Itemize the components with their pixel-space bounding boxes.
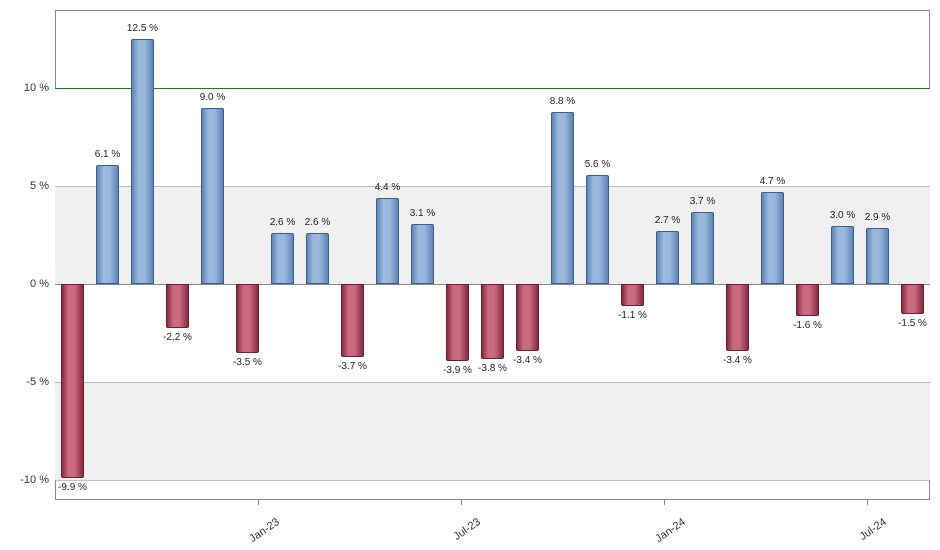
bar — [586, 175, 609, 285]
bar — [691, 212, 714, 285]
bar-value-label: 3.7 % — [690, 196, 716, 207]
y-axis-label: 5 % — [30, 180, 49, 192]
bar-value-label: -3.4 % — [723, 355, 752, 366]
bar — [831, 226, 854, 285]
reference-line — [55, 88, 930, 89]
bar — [131, 39, 154, 284]
bar-value-label: 5.6 % — [585, 159, 611, 170]
x-tick — [867, 500, 868, 505]
grid-band — [55, 382, 930, 480]
x-tick — [664, 500, 665, 505]
bar — [376, 198, 399, 284]
bar — [166, 284, 189, 327]
bar — [411, 224, 434, 285]
bar-value-label: -3.9 % — [443, 365, 472, 376]
bar-value-label: -2.2 % — [163, 332, 192, 343]
grid-band — [55, 88, 930, 186]
bar — [61, 284, 84, 478]
grid-band — [55, 186, 930, 284]
bar-value-label: -3.4 % — [513, 355, 542, 366]
x-axis-label: Jul-23 — [451, 516, 482, 543]
bar — [271, 233, 294, 284]
bar — [341, 284, 364, 357]
bar-value-label: 2.6 % — [270, 217, 296, 228]
bar-value-label: 2.9 % — [865, 212, 891, 223]
bar — [796, 284, 819, 315]
bar — [551, 112, 574, 284]
x-axis-label: Jul-24 — [857, 516, 888, 543]
bar — [306, 233, 329, 284]
bar-value-label: 3.1 % — [410, 208, 436, 219]
bar-value-label: -3.8 % — [478, 363, 507, 374]
bar — [901, 284, 924, 313]
y-axis-label: -10 % — [20, 474, 49, 486]
bar — [516, 284, 539, 351]
bar — [656, 231, 679, 284]
bar-value-label: -3.7 % — [338, 361, 367, 372]
bar — [201, 108, 224, 284]
bar-value-label: 2.7 % — [655, 215, 681, 226]
x-tick — [258, 500, 259, 505]
bar — [96, 165, 119, 285]
bar-value-label: 4.4 % — [375, 182, 401, 193]
x-axis-label: Jan-24 — [653, 516, 687, 545]
y-axis-label: 10 % — [24, 82, 49, 94]
bar-value-label: 9.0 % — [200, 92, 226, 103]
bar — [866, 228, 889, 285]
bar-value-label: -1.5 % — [898, 318, 927, 329]
bar-value-label: 4.7 % — [760, 176, 786, 187]
bar-value-label: 8.8 % — [550, 96, 576, 107]
bar — [621, 284, 644, 306]
bar — [481, 284, 504, 358]
bar-value-label: 2.6 % — [305, 217, 331, 228]
gridline — [55, 480, 930, 481]
bar-value-label: -1.1 % — [618, 310, 647, 321]
y-axis-label: -5 % — [26, 376, 49, 388]
bar — [726, 284, 749, 351]
gridline — [55, 186, 930, 187]
y-axis-label: 0 % — [30, 278, 49, 290]
bar-value-label: -1.6 % — [793, 320, 822, 331]
bar-value-label: 12.5 % — [127, 23, 158, 34]
x-axis-label: Jan-23 — [247, 516, 281, 545]
bar — [236, 284, 259, 353]
bar-value-label: 6.1 % — [95, 149, 121, 160]
gridline — [55, 382, 930, 383]
bar-value-label: 3.0 % — [830, 210, 856, 221]
bar — [761, 192, 784, 284]
plot-area: -10 %-5 %0 %5 %10 %Jan-23Jul-23Jan-24Jul… — [55, 10, 930, 500]
bar — [446, 284, 469, 360]
x-tick — [461, 500, 462, 505]
bar-chart: -10 % -5 % 0 % 5 % 10 % Jan-23 Jul-23 Jan-24 Jul… — [0, 0, 940, 550]
bar-value-label: -9.9 % — [58, 482, 87, 493]
bar-value-label: -3.5 % — [233, 357, 262, 368]
